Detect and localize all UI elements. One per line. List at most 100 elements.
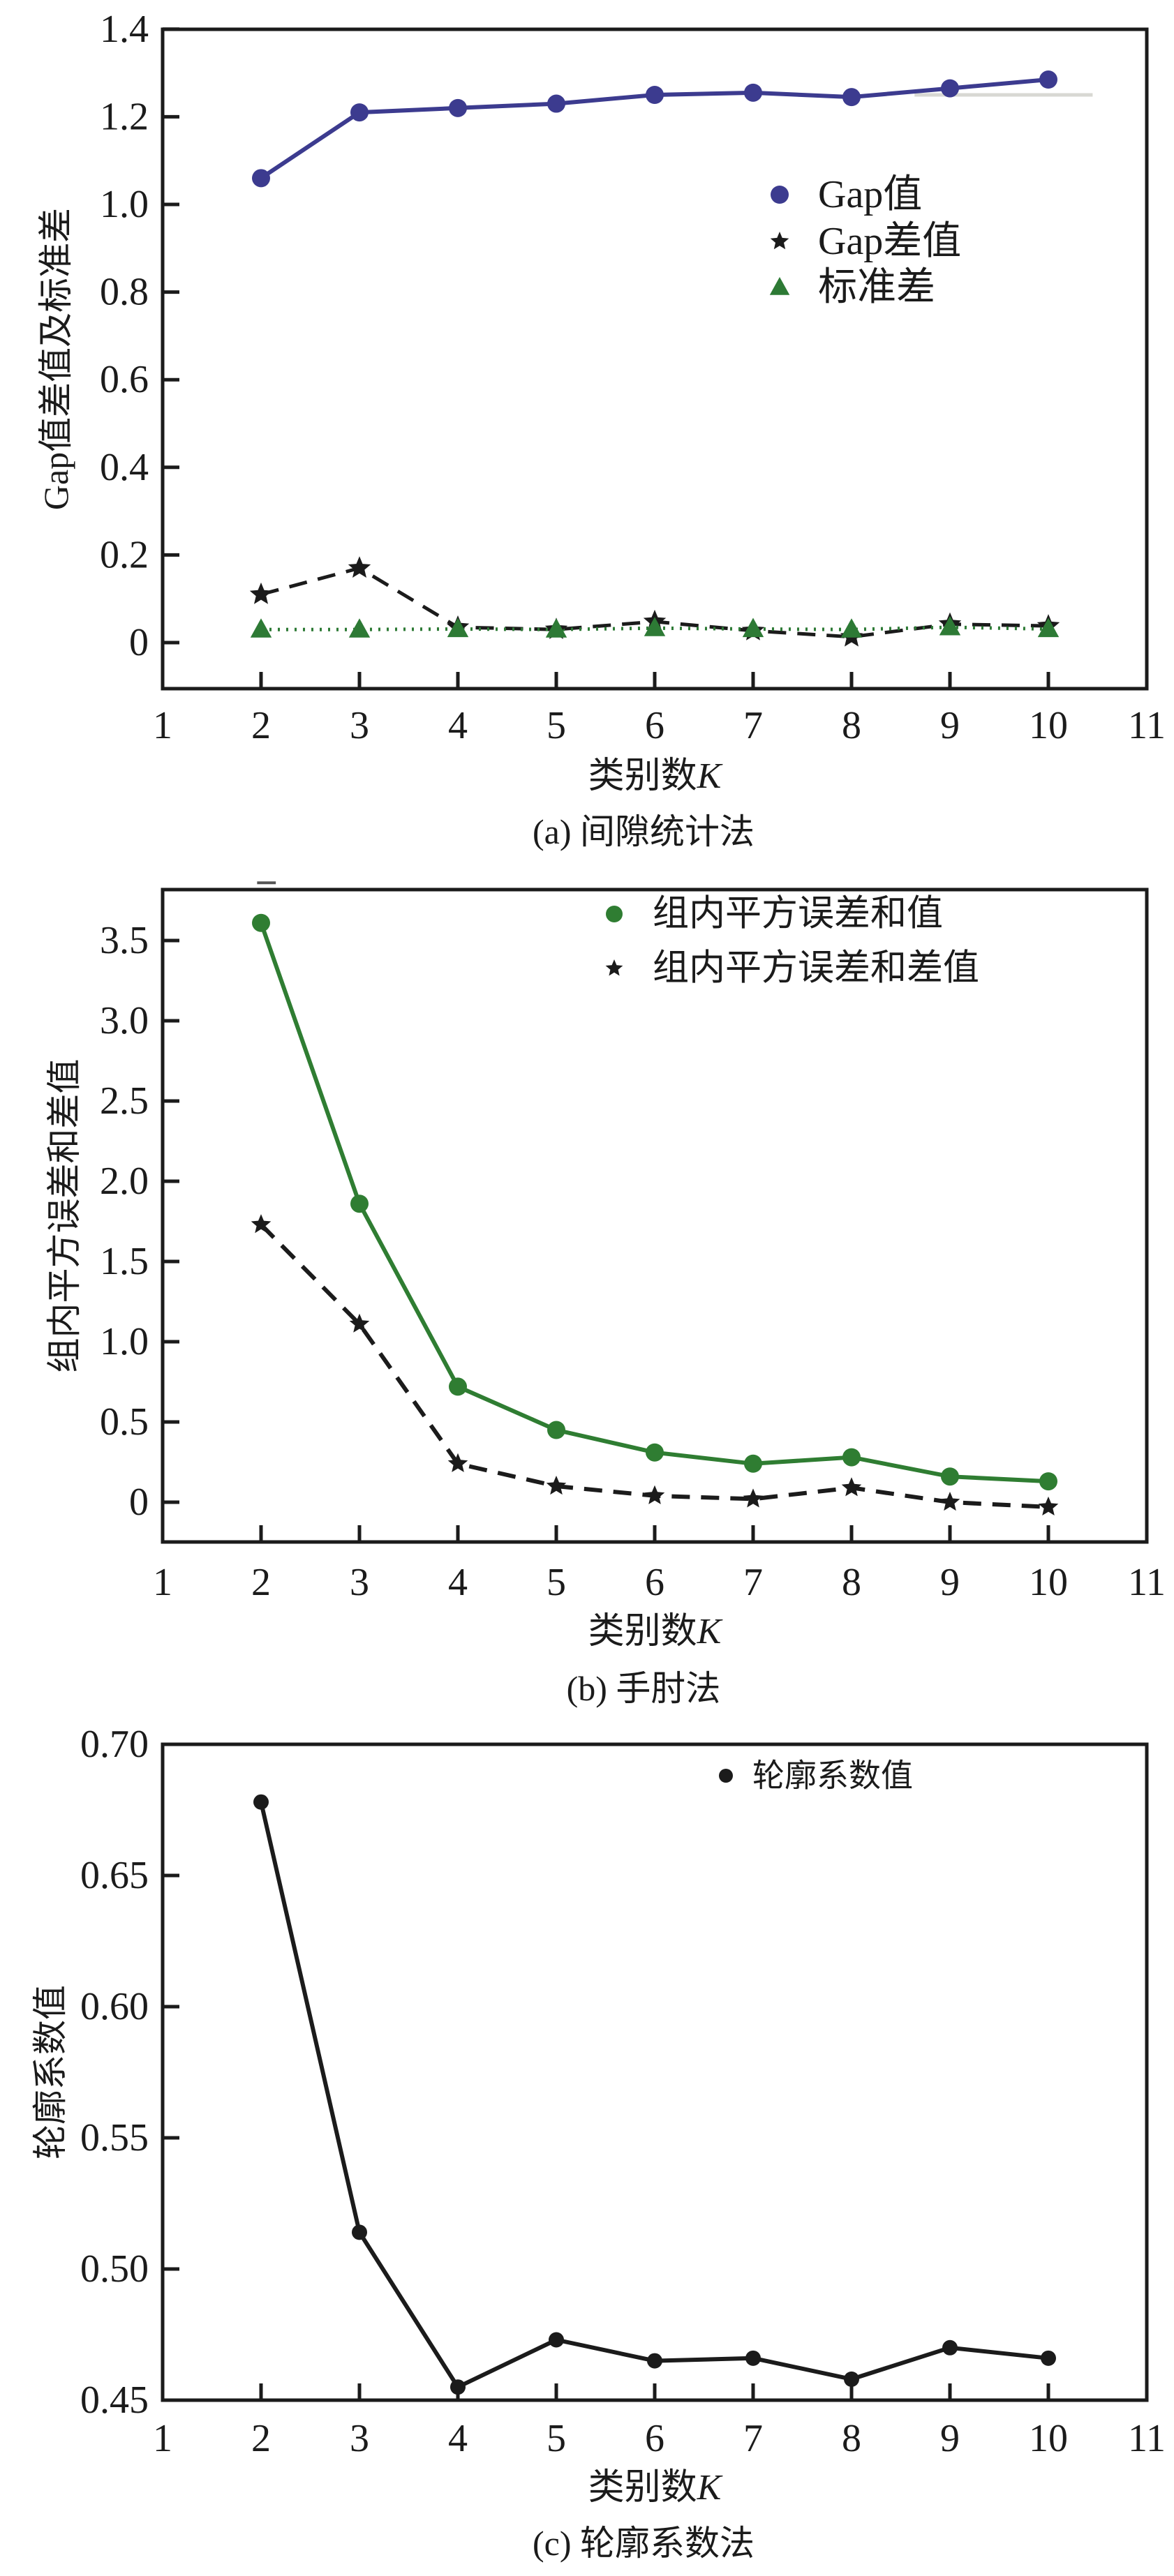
data-point-star-icon <box>349 1313 370 1333</box>
x-tick-label: 4 <box>448 704 468 747</box>
y-tick-label: 0.5 <box>100 1400 149 1444</box>
x-tick-label: 3 <box>350 704 369 747</box>
data-point-star-icon <box>546 1476 567 1495</box>
y-tick-label: 0.8 <box>100 271 149 314</box>
y-tick-label: 1.4 <box>100 8 149 51</box>
data-point-circle-icon <box>1039 1472 1057 1491</box>
y-tick-label: 1.0 <box>100 1320 149 1363</box>
x-tick-label: 8 <box>842 1561 861 1604</box>
x-tick-label: 11 <box>1128 704 1166 747</box>
data-point-circle-icon <box>449 98 467 117</box>
x-tick-label: 8 <box>842 704 861 747</box>
x-tick-label: 10 <box>1029 2417 1068 2460</box>
x-tick-label: 10 <box>1029 1561 1068 1604</box>
data-point-circle-icon <box>547 94 565 113</box>
data-point-circle-icon <box>844 2371 859 2387</box>
chart-b: 0 0.5 1.0 1.5 2.0 2.5 3.0 3.5 1 2 3 4 5 6 7 8 9 10 11 组内平方误… <box>45 881 1166 1708</box>
x-tick-label: 11 <box>1128 2417 1166 2460</box>
chart-a: 00.20.40.60.81.01.21.41 2 3 4 5 6 7 8 9 10 11Gap值G… <box>36 8 1166 851</box>
y-tick-label: 1.5 <box>100 1240 149 1283</box>
data-point-star-icon <box>348 556 371 578</box>
data-point-circle-icon <box>252 913 270 932</box>
y-tick-label: 0.65 <box>80 1854 149 1897</box>
legend-label: Gap值 <box>818 173 922 216</box>
y-tick-label: 2.5 <box>100 1079 149 1123</box>
data-point-circle-icon <box>941 1467 959 1486</box>
legend-label: Gap差值 <box>818 220 961 263</box>
x-tick-label: 6 <box>645 704 664 747</box>
y-tick-label: 0.2 <box>100 533 149 576</box>
data-point-star-icon <box>939 1492 960 1511</box>
data-point-circle-icon <box>942 2339 958 2356</box>
legend-label: 轮廓系数值 <box>752 1758 913 1794</box>
chart-c: 0.45 0.50 0.55 0.60 0.65 0.70 1 2 3 4 5 6 7 8 9 10 11 轮廓系… <box>31 1723 1166 2563</box>
legend-label: 组内平方误差和差值 <box>653 949 979 989</box>
y-axis-title: 轮廓系数值 <box>31 1985 70 2159</box>
y-tick-label: 0 <box>129 621 149 664</box>
data-point-triangle-icon <box>447 617 469 638</box>
x-tick-label: 1 <box>153 2417 172 2460</box>
y-axis-title: 组内平方误差和差值 <box>45 1059 84 1373</box>
chart-caption: (c) 轮廓系数法 <box>533 2524 755 2563</box>
x-tick-label: 4 <box>448 1561 468 1604</box>
data-point-circle-icon <box>450 2379 466 2395</box>
y-tick-label: 2.0 <box>100 1160 149 1203</box>
data-point-circle-icon <box>350 103 369 122</box>
series-line-circle <box>259 1802 1049 2390</box>
x-axis-title: 类别数K <box>588 2468 723 2508</box>
data-point-circle-icon <box>1039 70 1057 89</box>
data-point-circle-icon <box>647 2353 662 2369</box>
x-tick-label: 2 <box>251 704 271 747</box>
x-axis-title: 类别数K <box>588 756 723 796</box>
x-tick-label: 2 <box>251 2417 271 2460</box>
data-point-circle-icon <box>646 86 664 104</box>
data-point-star-icon <box>644 1485 665 1504</box>
data-point-circle-icon <box>1041 2350 1056 2366</box>
y-tick-label: 0.60 <box>80 1985 149 2028</box>
data-point-triangle-icon <box>742 617 764 638</box>
x-axis-title: 类别数K <box>588 1612 723 1652</box>
y-axis-title: Gap值差值及标准差 <box>36 208 75 510</box>
legend-label: 标准差 <box>818 266 935 309</box>
y-tick-label: 3.0 <box>100 999 149 1042</box>
data-point-star-icon <box>743 1488 764 1508</box>
data-point-circle-icon <box>744 83 762 102</box>
legend-circle-icon <box>606 906 623 922</box>
y-tick-label: 0.45 <box>80 2379 149 2422</box>
x-tick-label: 1 <box>153 704 172 747</box>
data-point-triangle-icon <box>348 618 371 638</box>
y-tick-label: 1.2 <box>100 95 149 138</box>
data-point-circle-icon <box>547 1421 565 1439</box>
data-point-circle-icon <box>549 2332 564 2348</box>
y-tick-label: 0.50 <box>80 2247 149 2291</box>
x-tick-label: 1 <box>153 1561 172 1604</box>
data-point-triangle-icon <box>250 618 272 638</box>
chart-caption: (b) 手肘法 <box>567 1669 721 1708</box>
data-point-star-icon <box>1038 1496 1059 1515</box>
x-tick-label: 9 <box>940 1561 960 1604</box>
data-point-star-icon <box>249 582 273 604</box>
data-point-triangle-icon <box>644 617 666 636</box>
data-point-circle-icon <box>744 1454 762 1473</box>
data-point-star-icon <box>447 1453 468 1472</box>
data-point-triangle-icon <box>939 616 961 636</box>
series-line-circle <box>259 922 1049 1484</box>
data-point-star-icon <box>251 1214 272 1234</box>
data-point-circle-icon <box>352 2224 367 2240</box>
x-tick-label: 9 <box>940 2417 960 2460</box>
x-tick-label: 3 <box>350 1561 369 1604</box>
legend-circle-icon <box>719 1769 733 1783</box>
data-point-circle-icon <box>252 169 270 188</box>
legend-label: 组内平方误差和值 <box>653 894 943 934</box>
y-tick-label: 0.55 <box>80 2116 149 2159</box>
data-point-circle-icon <box>842 88 861 107</box>
x-tick-label: 6 <box>645 1561 664 1604</box>
x-tick-label: 7 <box>743 1561 763 1604</box>
x-tick-label: 5 <box>547 704 566 747</box>
data-point-circle-icon <box>350 1195 369 1213</box>
y-tick-label: 3.5 <box>100 919 149 962</box>
x-tick-label: 5 <box>547 2417 566 2460</box>
data-point-circle-icon <box>646 1443 664 1462</box>
